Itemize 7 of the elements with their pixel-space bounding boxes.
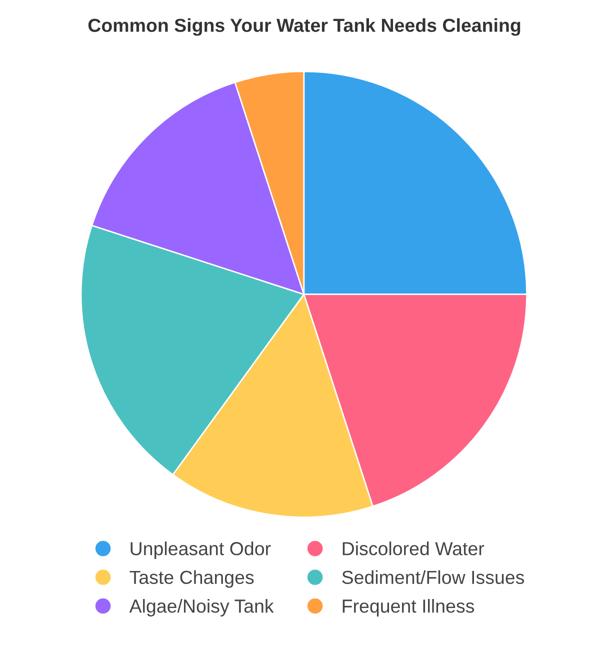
legend-label: Unpleasant Odor <box>130 542 271 560</box>
legend-label: Algae/Noisy Tank <box>129 598 274 616</box>
legend-label: Discolored Water <box>342 542 484 556</box>
legend-label: Frequent Illness <box>342 598 474 616</box>
legend-label: Sediment/Flow Issues <box>342 570 524 584</box>
chart-title: Common Signs Your Water Tank Needs Cleaning <box>88 18 520 36</box>
legend-label: Taste Changes <box>130 570 254 588</box>
